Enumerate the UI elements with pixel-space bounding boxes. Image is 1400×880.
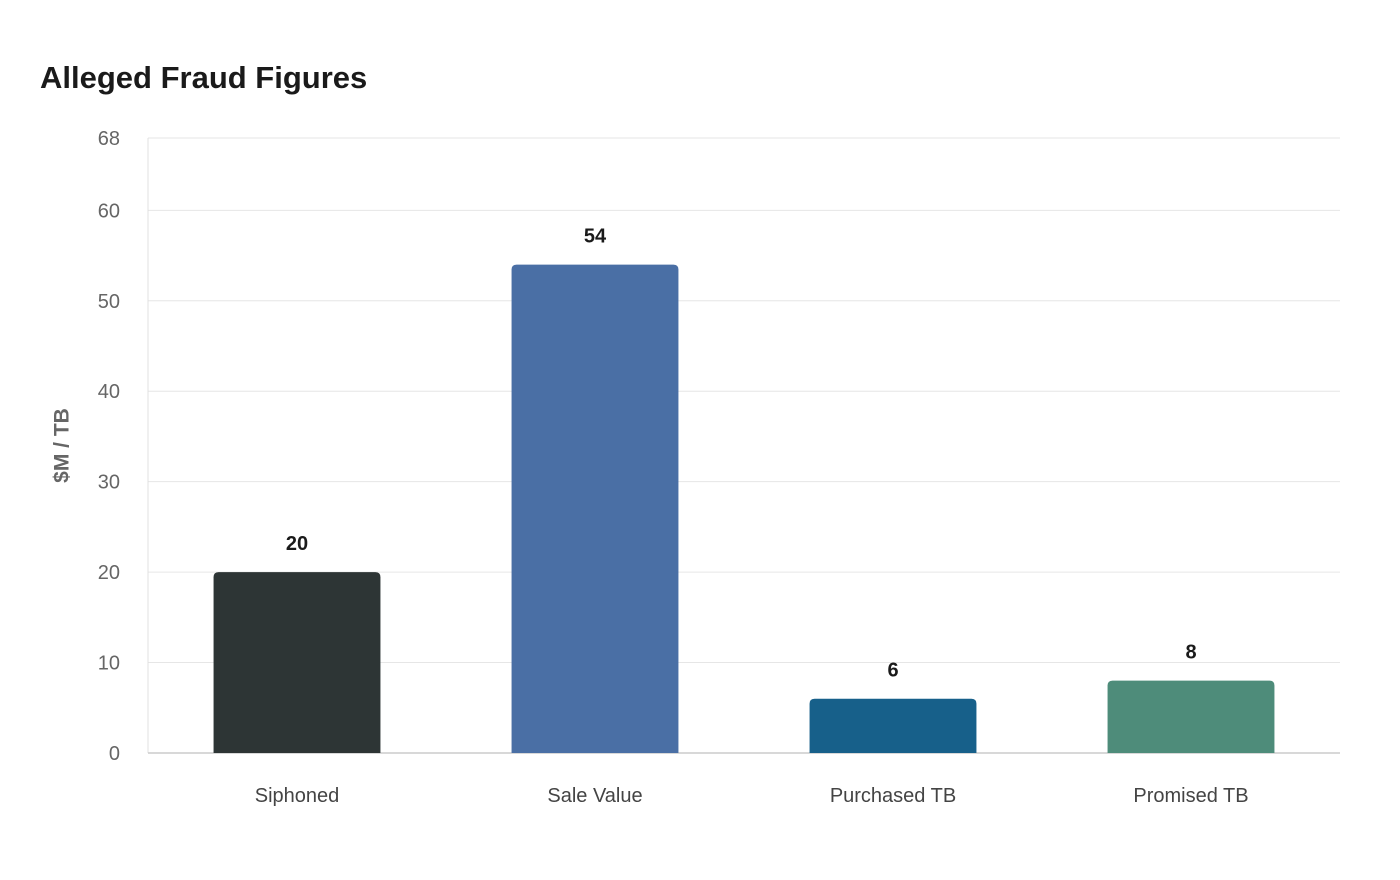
y-axis-title: $M / TB bbox=[51, 408, 74, 483]
y-tick-label: 68 bbox=[98, 128, 120, 150]
bar-promised-tb bbox=[1107, 680, 1275, 753]
value-labels: 20 54 6 8 bbox=[286, 226, 1197, 682]
y-tick-label: 60 bbox=[98, 200, 120, 222]
value-label: 20 bbox=[286, 533, 308, 555]
y-tick-labels: 0 10 20 30 40 50 60 68 bbox=[98, 128, 120, 765]
y-tick-label: 10 bbox=[98, 653, 120, 675]
y-tick-label: 0 bbox=[109, 743, 120, 765]
category-label: Purchased TB bbox=[830, 785, 956, 807]
bar-sale-value bbox=[511, 264, 679, 753]
bars bbox=[213, 264, 1275, 753]
y-tick-label: 30 bbox=[98, 472, 120, 494]
y-tick-label: 50 bbox=[98, 291, 120, 313]
value-label: 8 bbox=[1185, 642, 1196, 664]
category-labels: Siphoned Sale Value Purchased TB Promised T… bbox=[255, 785, 1249, 807]
y-tick-label: 40 bbox=[98, 381, 120, 403]
value-label: 54 bbox=[584, 226, 607, 248]
category-label: Sale Value bbox=[547, 785, 642, 807]
chart-title: Alleged Fraud Figures bbox=[40, 60, 368, 95]
category-label: Promised TB bbox=[1133, 785, 1248, 807]
category-label: Siphoned bbox=[255, 785, 340, 807]
bar-purchased-tb bbox=[809, 698, 977, 753]
y-tick-label: 20 bbox=[98, 562, 120, 584]
bar-siphoned bbox=[213, 572, 381, 753]
value-label: 6 bbox=[887, 660, 898, 682]
